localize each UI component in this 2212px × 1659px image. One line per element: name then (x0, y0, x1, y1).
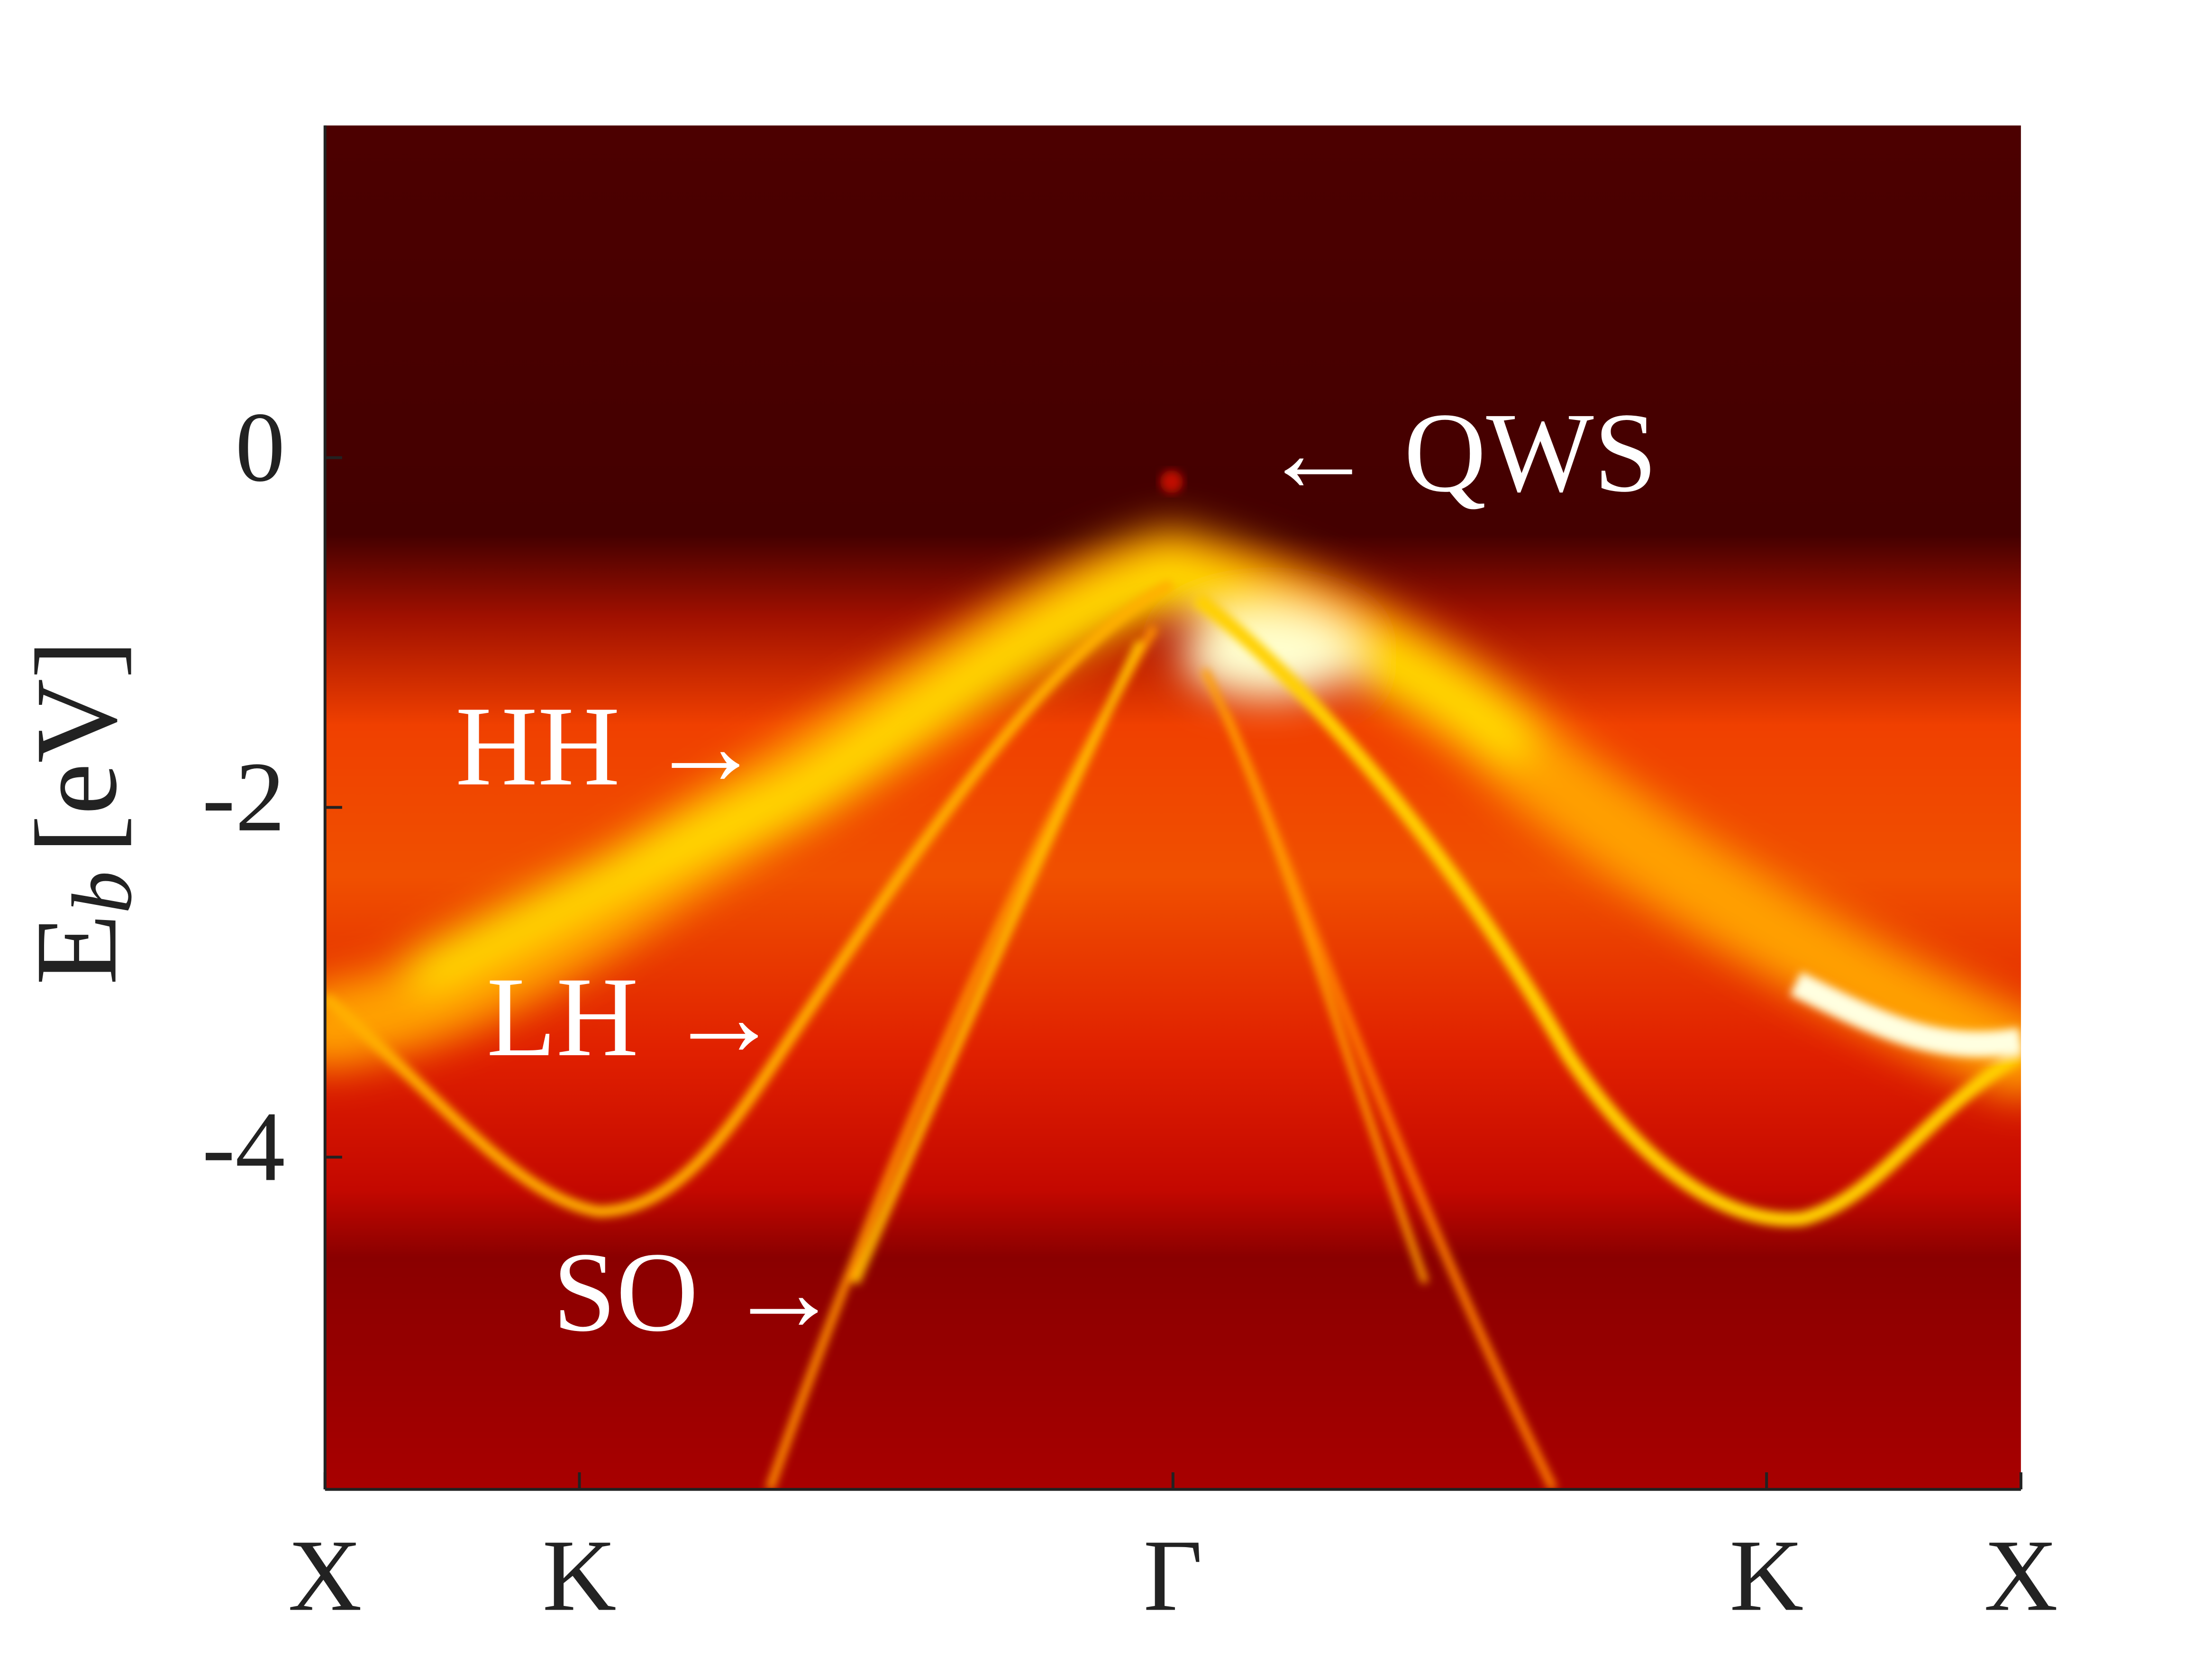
x-tick-label: K (542, 1518, 616, 1632)
y-label-sub: b (55, 871, 150, 913)
x-tick-label: Γ (1143, 1518, 1202, 1632)
annotation: HH → (455, 684, 763, 810)
x-tick-label: K (1730, 1518, 1803, 1632)
y-axis-label: Eb [eV] (11, 640, 150, 985)
y-label-unit: [eV] (11, 640, 141, 854)
y-tick-label: 0 (235, 392, 285, 502)
annotation: SO → (553, 1229, 841, 1355)
annotation: ← QWS (1261, 390, 1657, 516)
annotation: LH → (487, 954, 781, 1080)
y-label-main: E (11, 914, 141, 985)
intensity-map (325, 125, 2021, 1490)
y-tick-label: -2 (202, 741, 285, 852)
qws-spot (1160, 470, 1183, 493)
x-tick-label: X (288, 1518, 362, 1632)
y-tick-label: -4 (202, 1091, 285, 1202)
background (325, 125, 2021, 1490)
bands (325, 579, 2021, 1490)
x-tick-label: X (1984, 1518, 2058, 1632)
